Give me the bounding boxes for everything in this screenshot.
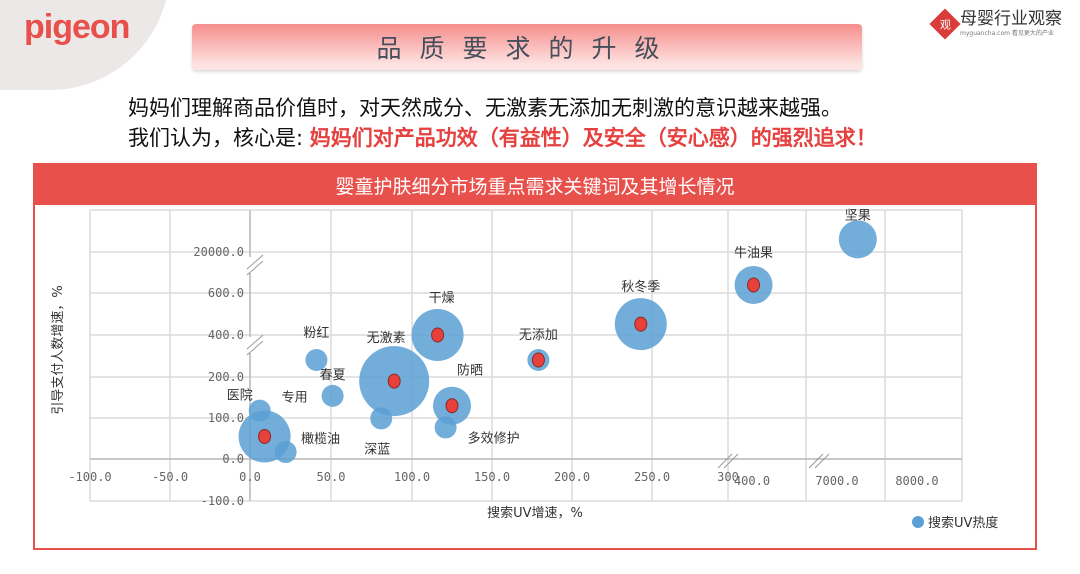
chart-title: 婴童护肤细分市场重点需求关键词及其增长情况 <box>35 165 1035 205</box>
x-tick-label: 7000.0 <box>815 474 858 488</box>
bubble <box>370 407 393 430</box>
axis-break-bg <box>245 257 265 273</box>
y-tick-label: 400.0 <box>208 328 244 342</box>
brand-name: 母婴行业观察 <box>960 9 1062 29</box>
bubble <box>434 416 457 439</box>
y-tick-label: -100.0 <box>201 494 244 508</box>
bubble-label: 专用 <box>282 390 308 405</box>
y-tick-label: 0.0 <box>222 452 244 466</box>
bubble <box>274 441 297 464</box>
bubble-label: 多效修护 <box>468 430 520 446</box>
bubble-label: 牛油果 <box>734 246 773 261</box>
x-tick-label: 200.0 <box>554 470 590 484</box>
x-tick-label: 150.0 <box>474 470 510 484</box>
statement-line-1: 妈妈们理解商品价值时，对天然成分、无激素无添加无刺激的意识越来越强。 <box>128 96 842 120</box>
x-tick-label: -100.0 <box>68 470 111 484</box>
brand-sub: myguancha.com 看见更大的产业 <box>960 30 1054 37</box>
axis-break-mark <box>246 340 264 356</box>
x-tick-label: 0.0 <box>239 470 261 484</box>
highlight-dot <box>634 316 648 332</box>
axis-break-bg <box>245 337 265 353</box>
y-tick-label: 100.0 <box>208 411 244 425</box>
bubble-label: 医院 <box>227 389 253 404</box>
bubble-label: 深蓝 <box>364 442 390 457</box>
legend-label: 搜索UV热度 <box>928 515 998 531</box>
axis-break-mark <box>246 260 264 276</box>
x-tick-label: 50.0 <box>317 470 346 484</box>
bubble-label: 粉红 <box>303 325 329 341</box>
bubble <box>838 220 877 259</box>
y-axis-label: 引导支付人数增速，% <box>51 285 66 414</box>
bubble-label: 防晒 <box>457 363 483 379</box>
x-tick-label: 400.0 <box>734 474 770 488</box>
x-tick-label: 8000.0 <box>895 474 938 488</box>
brand-logo: 观 母婴行业观察 myguancha.com 看见更大的产业 <box>929 7 1062 40</box>
x-tick-label: 300 <box>717 470 739 484</box>
legend-marker <box>912 516 924 528</box>
axis-break-mark <box>723 453 739 469</box>
bubble-label: 无激素 <box>367 331 406 346</box>
bubble-label: 干燥 <box>429 291 455 306</box>
bubble-label: 秋冬季 <box>621 279 660 295</box>
axis-break-mark <box>814 453 830 469</box>
y-tick-label: 600.0 <box>208 286 244 300</box>
highlight-dot <box>258 428 272 444</box>
page-title: 品质要求的升级 <box>192 24 862 70</box>
highlight-dot <box>387 373 401 389</box>
x-tick-label: 100.0 <box>394 470 430 484</box>
y-tick-label: 20000.0 <box>193 245 244 259</box>
statement-line-2: 我们认为，核心是: 妈妈们对产品功效（有益性）及安全（安心感）的强烈追求！ <box>128 126 877 150</box>
chart-panel: 婴童护肤细分市场重点需求关键词及其增长情况 <box>33 163 1037 550</box>
bubble <box>248 399 271 422</box>
y-tick-label: 200.0 <box>208 370 244 384</box>
bubble <box>305 348 328 371</box>
bubble-label: 无添加 <box>519 328 558 343</box>
highlight-dot <box>445 398 459 414</box>
axis-break-mark <box>246 334 264 350</box>
axis-break-mark <box>808 453 824 469</box>
bubble <box>321 384 344 407</box>
x-axis-label: 搜索UV增速，% <box>487 506 583 521</box>
x-tick-label: -50.0 <box>152 470 188 484</box>
highlight-dot <box>747 277 761 293</box>
x-tick-label: 250.0 <box>634 470 670 484</box>
bubble-label: 坚果 <box>845 208 871 223</box>
bubble-label: 春夏 <box>320 368 346 383</box>
highlight-dot <box>531 352 545 368</box>
axis-break-mark <box>246 254 264 270</box>
highlight-dot <box>431 327 445 343</box>
axis-break-mark <box>717 453 733 469</box>
highlight-text: 妈妈们对产品功效（有益性）及安全（安心感）的强烈追求！ <box>309 126 877 150</box>
bubble-label: 橄榄油 <box>301 431 340 447</box>
pigeon-logo: pigeon <box>24 8 130 46</box>
